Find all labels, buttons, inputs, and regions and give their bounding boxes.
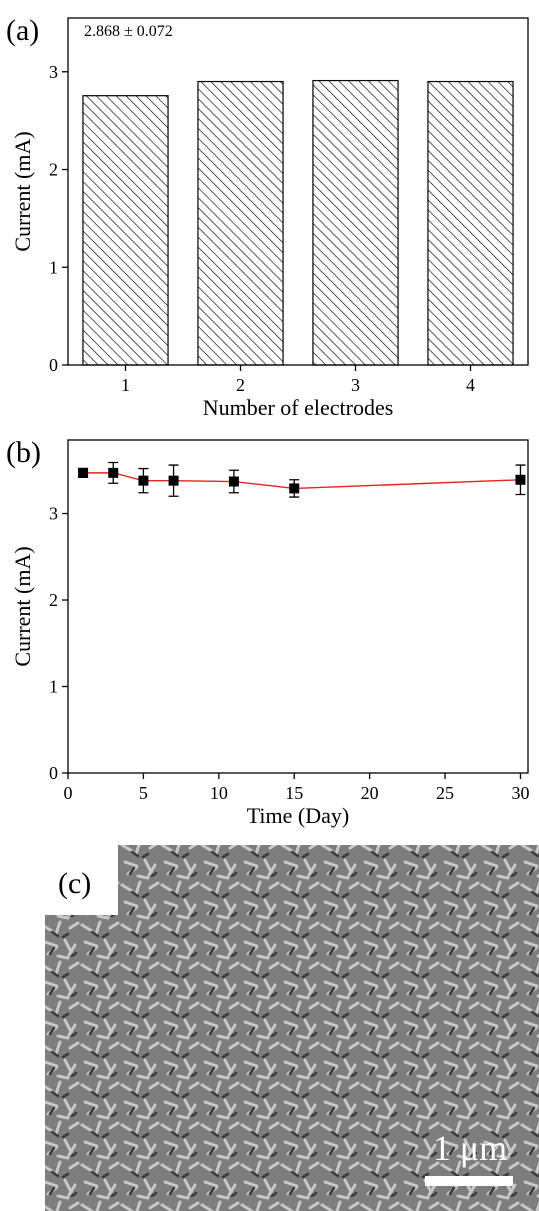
marker [108,467,119,478]
scale-bar [425,1176,513,1186]
x-tick-label: 25 [436,783,454,803]
x-tick-label: 5 [139,783,148,803]
x-tick-label: 0 [64,783,73,803]
scale-bar-label: 1 μm [433,1128,507,1168]
bar [427,80,514,366]
annotation: 2.868 ± 0.072 [84,23,173,40]
series-line [83,472,521,490]
y-tick-label: 3 [49,504,58,524]
x-axis-label: Number of electrodes [203,395,394,420]
marker [168,475,179,486]
panel-label: (b) [6,436,41,469]
x-tick-label: 2 [236,375,245,395]
y-tick-label: 3 [49,62,58,82]
x-tick-label: 15 [285,783,303,803]
x-tick-label: 20 [361,783,379,803]
y-tick-label: 1 [49,677,58,697]
marker [138,475,149,486]
y-tick-label: 2 [49,160,58,180]
marker [228,476,239,487]
panel-label: (a) [6,14,39,47]
y-tick-label: 1 [49,257,58,277]
x-tick-label: 10 [210,783,228,803]
sem-image-panel: (c) 1 μm [45,845,539,1211]
x-tick-label: 30 [511,783,529,803]
x-axis-label: Time (Day) [247,803,349,828]
marker [289,483,300,494]
plot-frame [67,439,529,774]
x-tick-label: 1 [121,375,130,395]
bar [312,79,399,366]
plot-frame [67,17,529,366]
panel-label: (c) [58,867,91,900]
y-tick-label: 0 [49,763,58,783]
y-axis-label: Current (mA) [10,546,35,666]
y-tick-label: 2 [49,590,58,610]
bar [197,80,284,366]
y-axis-label: Current (mA) [10,131,35,251]
x-tick-label: 3 [351,375,360,395]
marker [515,474,526,485]
bar [82,95,169,366]
marker [78,467,89,478]
x-tick-label: 4 [466,375,475,395]
y-tick-label: 0 [49,355,58,375]
sem-image [45,845,539,1211]
